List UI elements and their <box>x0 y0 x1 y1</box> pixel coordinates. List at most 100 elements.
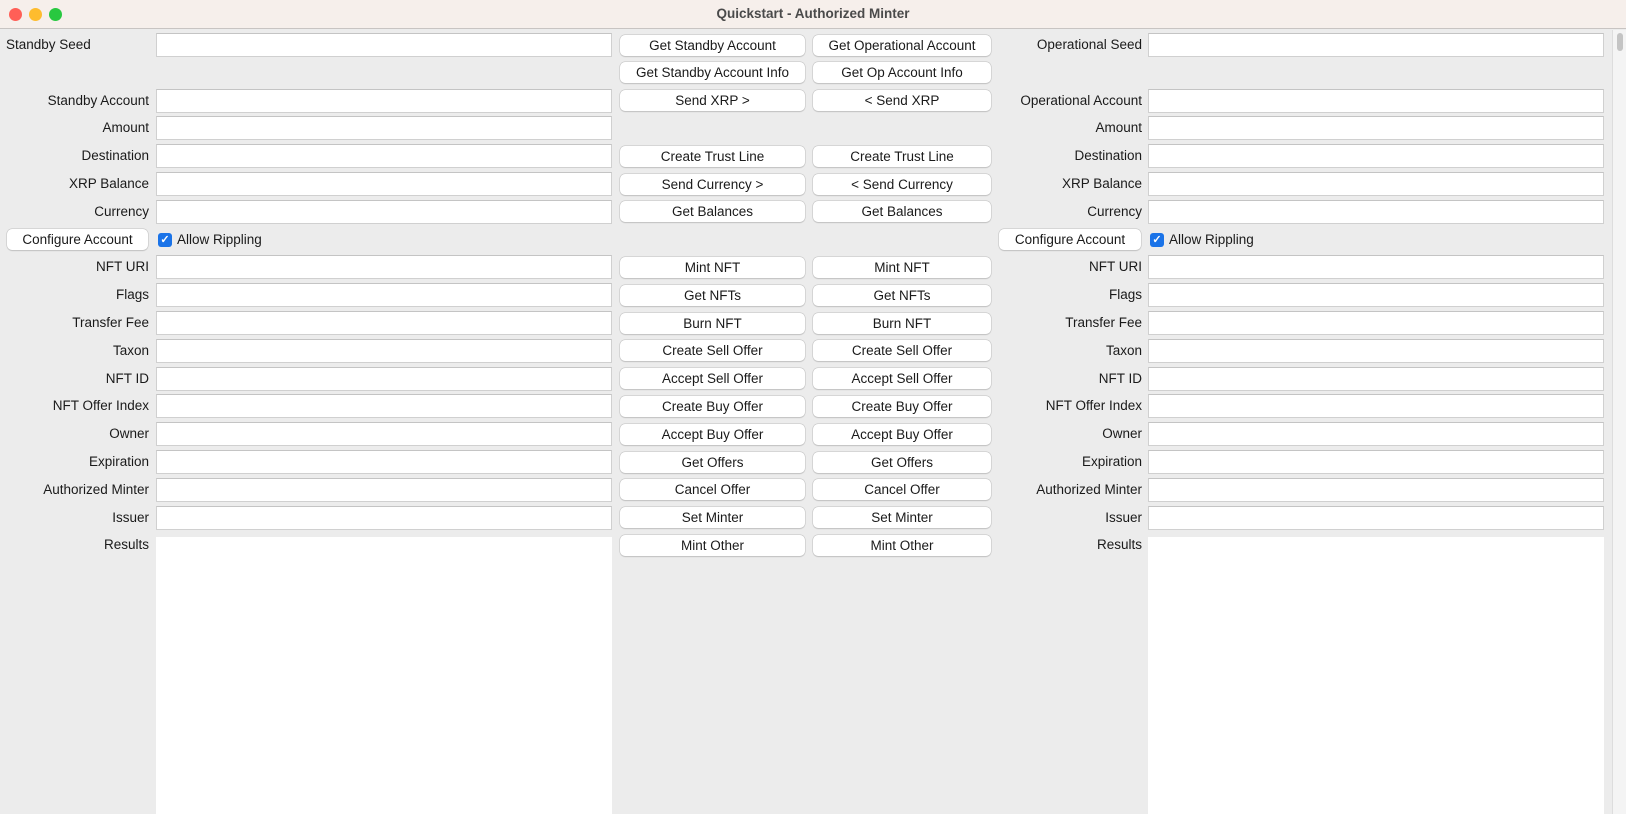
standby-cancel-offer-button[interactable]: Cancel Offer <box>620 479 805 501</box>
standby-burn-nft-button[interactable]: Burn NFT <box>620 312 805 334</box>
right-operational-seed-input[interactable] <box>1148 33 1604 57</box>
left-currency-input[interactable] <box>156 199 612 224</box>
right-nft-offer-index-input[interactable] <box>1148 394 1604 419</box>
right-label-authorized-minter: Authorized Minter <box>1036 481 1142 497</box>
left-authorized-minter-input[interactable] <box>156 477 612 502</box>
right-authorized-minter-input[interactable] <box>1148 477 1604 502</box>
right-nft-id-input[interactable] <box>1148 366 1604 391</box>
operational-get-operational-account-button[interactable]: Get Operational Account <box>813 34 991 56</box>
right-label-results: Results <box>1096 537 1142 553</box>
right-results-textarea[interactable] <box>1148 537 1604 814</box>
operational-create-buy-offer-button[interactable]: Create Buy Offer <box>813 395 991 417</box>
standby-mint-nft-button[interactable]: Mint NFT <box>620 256 805 278</box>
right-configure-account-button[interactable]: Configure Account <box>999 229 1141 251</box>
left-taxon-input[interactable] <box>156 338 612 363</box>
operational-create-trust-line-button[interactable]: Create Trust Line <box>813 145 991 167</box>
right-label-taxon: Taxon <box>1105 342 1142 358</box>
checkbox-checked-icon[interactable]: ✓ <box>1150 232 1164 247</box>
right-flags-input[interactable] <box>1148 283 1604 308</box>
right-xrp-balance-input[interactable] <box>1148 172 1604 196</box>
left-flags-input[interactable] <box>156 283 612 308</box>
left-results-textarea[interactable] <box>156 537 612 814</box>
right-label-transfer-fee: Transfer Fee <box>1065 315 1142 330</box>
standby-get-nfts-button[interactable]: Get NFTs <box>620 284 805 306</box>
left-owner-input[interactable] <box>156 422 612 447</box>
allow-rippling-label: Allow Rippling <box>177 231 262 247</box>
left-configure-account-button[interactable]: Configure Account <box>7 229 148 251</box>
standby-set-minter-button[interactable]: Set Minter <box>620 507 805 529</box>
left-standby-seed-input[interactable] <box>156 33 612 57</box>
right-currency-input[interactable] <box>1148 199 1604 224</box>
title-bar: Quickstart - Authorized Minter <box>0 0 1626 29</box>
operational-cancel-offer-button[interactable]: Cancel Offer <box>813 479 991 501</box>
left-label-results: Results <box>103 537 149 553</box>
left-nft-id-input[interactable] <box>156 366 612 391</box>
right-label-nft-offer-index: NFT Offer Index <box>1045 398 1142 414</box>
operational-set-minter-button[interactable]: Set Minter <box>813 507 991 529</box>
standby-create-buy-offer-button[interactable]: Create Buy Offer <box>620 395 805 417</box>
operational-send-xrp-button[interactable]: < Send XRP <box>813 90 991 112</box>
operational-accept-buy-offer-button[interactable]: Accept Buy Offer <box>813 423 991 445</box>
standby-accept-sell-offer-button[interactable]: Accept Sell Offer <box>620 368 805 390</box>
left-label-authorized-minter: Authorized Minter <box>43 481 149 497</box>
operational-create-sell-offer-button[interactable]: Create Sell Offer <box>813 340 991 362</box>
right-nft-uri-input[interactable] <box>1148 255 1604 280</box>
left-label-taxon: Taxon <box>112 342 149 358</box>
right-destination-input[interactable] <box>1148 144 1604 169</box>
operational-get-offers-button[interactable]: Get Offers <box>813 451 991 473</box>
left-label-nft-id: NFT ID <box>105 370 149 386</box>
right-transfer-fee-input[interactable] <box>1148 311 1604 335</box>
right-label-operational-seed: Operational Seed <box>1036 37 1142 52</box>
left-label-flags: Flags <box>115 287 149 303</box>
left-label-standby-account: Standby Account <box>47 92 149 108</box>
left-amount-input[interactable] <box>156 116 612 141</box>
operational-send-currency-button[interactable]: < Send Currency <box>813 173 991 195</box>
left-issuer-input[interactable] <box>156 505 612 530</box>
right-issuer-input[interactable] <box>1148 505 1604 530</box>
left-destination-input[interactable] <box>156 144 612 169</box>
standby-send-xrp-button[interactable]: Send XRP > <box>620 90 805 112</box>
right-allow-rippling-checkbox[interactable]: ✓ Allow Rippling <box>1150 228 1254 252</box>
left-label-xrp-balance: XRP Balance <box>68 176 149 191</box>
right-taxon-input[interactable] <box>1148 338 1604 363</box>
standby-get-balances-button[interactable]: Get Balances <box>620 201 805 223</box>
right-amount-input[interactable] <box>1148 116 1604 141</box>
left-transfer-fee-input[interactable] <box>156 311 612 335</box>
minimize-window-icon[interactable] <box>29 8 42 21</box>
operational-get-op-account-info-button[interactable]: Get Op Account Info <box>813 62 991 84</box>
zoom-window-icon[interactable] <box>49 8 62 21</box>
right-label-currency: Currency <box>1087 203 1142 219</box>
standby-accept-buy-offer-button[interactable]: Accept Buy Offer <box>620 423 805 445</box>
standby-create-trust-line-button[interactable]: Create Trust Line <box>620 145 805 167</box>
operational-accept-sell-offer-button[interactable]: Accept Sell Offer <box>813 368 991 390</box>
scrollbar[interactable] <box>1612 30 1626 814</box>
standby-send-currency-button[interactable]: Send Currency > <box>620 173 805 195</box>
left-allow-rippling-checkbox[interactable]: ✓ Allow Rippling <box>158 228 262 252</box>
left-nft-offer-index-input[interactable] <box>156 394 612 419</box>
standby-create-sell-offer-button[interactable]: Create Sell Offer <box>620 340 805 362</box>
standby-mint-other-button[interactable]: Mint Other <box>620 534 805 556</box>
left-label-destination: Destination <box>81 148 149 164</box>
right-operational-account-input[interactable] <box>1148 88 1604 113</box>
right-owner-input[interactable] <box>1148 422 1604 447</box>
operational-burn-nft-button[interactable]: Burn NFT <box>813 312 991 334</box>
standby-get-offers-button[interactable]: Get Offers <box>620 451 805 473</box>
right-expiration-input[interactable] <box>1148 450 1604 474</box>
operational-get-balances-button[interactable]: Get Balances <box>813 201 991 223</box>
operational-mint-nft-button[interactable]: Mint NFT <box>813 256 991 278</box>
operational-get-nfts-button[interactable]: Get NFTs <box>813 284 991 306</box>
close-window-icon[interactable] <box>9 8 22 21</box>
right-label-destination: Destination <box>1074 148 1142 164</box>
left-nft-uri-input[interactable] <box>156 255 612 280</box>
standby-get-standby-account-button[interactable]: Get Standby Account <box>620 34 805 56</box>
left-expiration-input[interactable] <box>156 450 612 474</box>
standby-get-standby-account-info-button[interactable]: Get Standby Account Info <box>620 62 805 84</box>
checkbox-checked-icon[interactable]: ✓ <box>158 232 172 247</box>
operational-mint-other-button[interactable]: Mint Other <box>813 534 991 556</box>
scrollbar-thumb[interactable] <box>1617 33 1623 51</box>
left-xrp-balance-input[interactable] <box>156 172 612 196</box>
window-title: Quickstart - Authorized Minter <box>716 6 910 21</box>
right-label-amount: Amount <box>1095 120 1142 136</box>
left-standby-account-input[interactable] <box>156 88 612 113</box>
right-label-owner: Owner <box>1102 426 1142 442</box>
